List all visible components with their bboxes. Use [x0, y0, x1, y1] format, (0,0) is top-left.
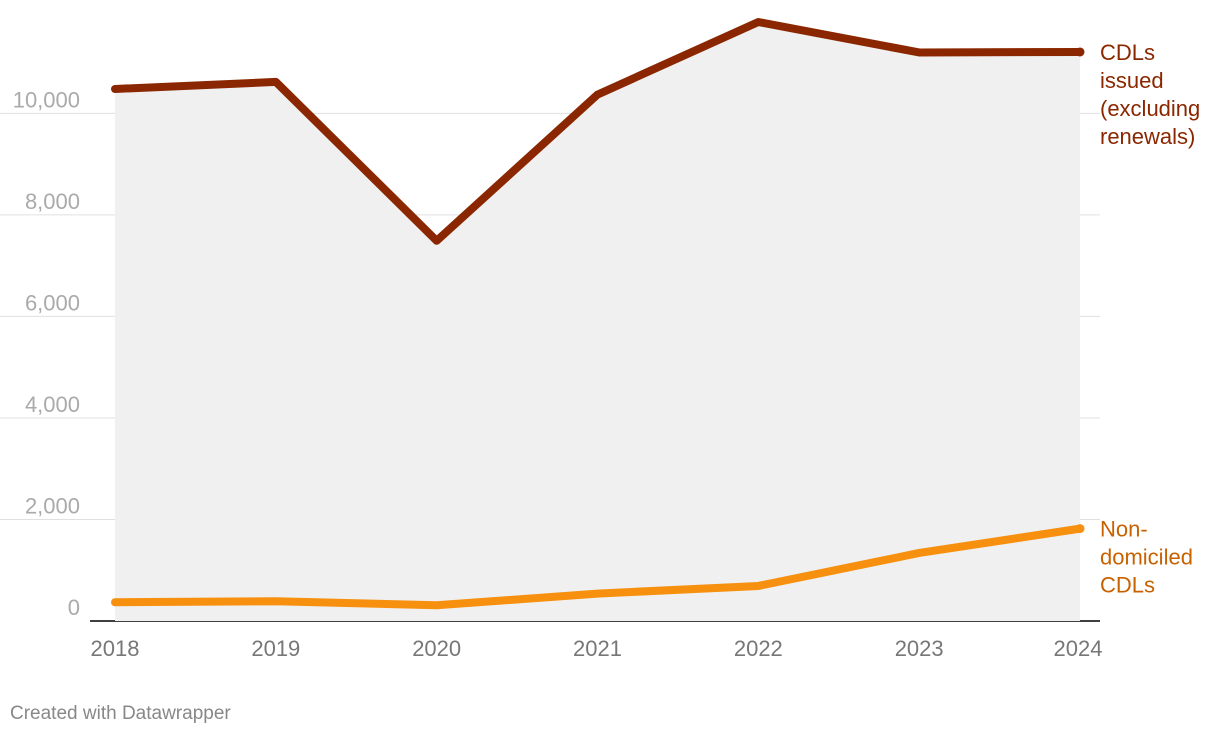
- x-tick-label: 2020: [412, 636, 461, 661]
- x-tick-label: 2022: [734, 636, 783, 661]
- series-label-0: CDLs issued (excluding renewals): [1100, 40, 1200, 149]
- x-tick-label: 2019: [251, 636, 300, 661]
- data-point: [1075, 47, 1085, 57]
- shaded-area: [115, 22, 1080, 621]
- series-label-line: (excluding: [1100, 96, 1200, 121]
- x-axis-ticks: 2018 2019 2020 2021 2022 2023 2024: [91, 636, 1103, 661]
- series-lines: [111, 18, 1085, 610]
- y-tick-label: 2,000: [25, 493, 80, 518]
- y-tick-label: 10,000: [13, 87, 80, 112]
- series-labels: CDLs issued (excluding renewals) Non-domicil…: [1100, 40, 1200, 598]
- line-chart: 0 2,000 4,000 6,000 8,000 10,000 2018 2019 2020…: [0, 18, 1200, 661]
- x-tick-label: 2023: [895, 636, 944, 661]
- series-label-line: issued: [1100, 68, 1164, 93]
- series-label-line: CDLs: [1100, 573, 1155, 598]
- x-tick-label: 2018: [91, 636, 140, 661]
- area-fill: [115, 22, 1080, 621]
- data-point: [1075, 524, 1085, 534]
- series-label-line: domiciled: [1100, 545, 1193, 570]
- y-tick-label: 6,000: [25, 290, 80, 315]
- y-tick-label: 4,000: [25, 392, 80, 417]
- y-tick-label: 8,000: [25, 189, 80, 214]
- x-tick-label: 2024: [1054, 636, 1103, 661]
- series-label-line: Non-: [1100, 517, 1148, 542]
- series-label-line: renewals): [1100, 124, 1195, 149]
- series-label-1: Non-domiciled CDLs: [1100, 517, 1193, 598]
- credit-text: Created with Datawrapper: [10, 703, 231, 724]
- y-axis-ticks: 0 2,000 4,000 6,000 8,000 10,000: [13, 87, 80, 620]
- series-label-line: CDLs: [1100, 40, 1155, 65]
- y-tick-label: 0: [68, 595, 80, 620]
- x-tick-label: 2021: [573, 636, 622, 661]
